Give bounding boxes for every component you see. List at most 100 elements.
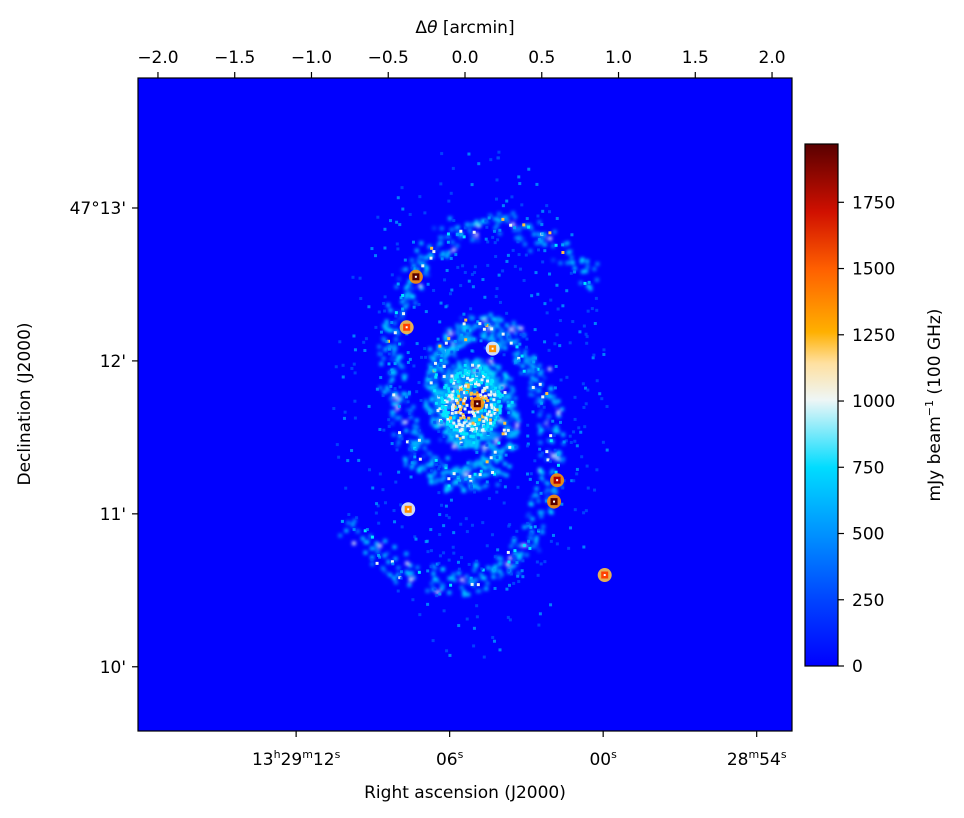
nucleus-pixel [462, 416, 466, 420]
arm-pixel [515, 423, 520, 428]
top-axis: −2.0 −1.5 −1.0 −0.5 0.0 0.5 1.0 1.5 2.0 [137, 48, 786, 78]
arm-pixel [368, 534, 373, 539]
nucleus-pixel [453, 376, 457, 380]
disk-pixel [543, 340, 547, 344]
arm-pixel [451, 340, 456, 345]
disk-pixel [445, 345, 449, 349]
arm-pixel [377, 543, 382, 548]
disk-pixel [485, 443, 489, 447]
nucleus-pixel [458, 386, 462, 390]
arm-pixel [486, 565, 491, 570]
nucleus-pixel [470, 381, 474, 385]
disk-pixel [572, 430, 576, 434]
nucleus-pixel [498, 407, 502, 411]
arm-pixel [527, 544, 532, 549]
disk-pixel [412, 305, 416, 309]
nucleus-pixel [466, 376, 470, 380]
top-tick-label: 2.0 [759, 48, 786, 68]
disk-pixel [486, 263, 490, 267]
disk-pixel [512, 536, 516, 540]
arm-pixel [492, 456, 497, 461]
y-tick-label: 47°13' [70, 199, 126, 219]
arm-pixel [525, 360, 530, 365]
nucleus-pixel [466, 385, 470, 389]
arm-pixel [355, 529, 360, 534]
arm-pixel [507, 566, 512, 571]
arm-pixel [429, 421, 434, 426]
disk-pixel [470, 272, 474, 276]
nucleus-pixel [451, 408, 455, 412]
arm-pixel [446, 439, 451, 444]
nucleus-pixel [441, 412, 445, 416]
nucleus-pixel [475, 377, 479, 381]
arm-pixel [516, 348, 521, 353]
arm-clump [506, 400, 510, 404]
disk-pixel [365, 528, 369, 532]
arm-pixel [444, 487, 449, 492]
disk-pixel [450, 475, 454, 479]
arm-clump [462, 432, 466, 436]
arm-pixel [528, 501, 533, 506]
arm-pixel [520, 237, 525, 242]
arm-pixel [496, 469, 501, 474]
arm-pixel [385, 385, 390, 390]
disk-pixel [536, 292, 540, 296]
disk-pixel [557, 453, 561, 457]
disk-pixel [542, 405, 546, 409]
arm-pixel [425, 375, 430, 380]
arm-pixel [556, 450, 561, 455]
disk-pixel [573, 508, 577, 512]
arm-pixel [428, 354, 433, 359]
arm-pixel [403, 267, 408, 272]
arm-pixel [529, 226, 534, 231]
disk-pixel [342, 416, 346, 420]
arm-pixel [534, 400, 539, 405]
disk-pixel [484, 219, 488, 223]
nucleus-pixel [458, 404, 462, 408]
arm-clump [539, 401, 543, 405]
arm-clump [469, 479, 473, 483]
arm-pixel [540, 530, 545, 535]
disk-pixel [508, 583, 512, 587]
arm-pixel [459, 483, 464, 488]
disk-pixel [423, 355, 427, 359]
nucleus-pixel [467, 369, 471, 373]
arm-pixel [365, 540, 370, 545]
arm-pixel [505, 330, 510, 335]
disk-pixel [464, 410, 468, 414]
disk-pixel [522, 334, 526, 338]
arm-clump [469, 428, 473, 432]
arm-pixel [363, 550, 368, 555]
arm-pixel [433, 390, 438, 395]
disk-pixel [347, 513, 351, 517]
arm-clump [453, 396, 457, 400]
arm-pixel [446, 347, 451, 352]
arm-pixel [552, 457, 557, 462]
arm-pixel [478, 428, 483, 433]
arm-clump [548, 231, 552, 235]
disk-pixel [605, 448, 609, 452]
arm-pixel [500, 449, 505, 454]
disk-pixel [535, 560, 539, 564]
arm-pixel [396, 354, 401, 359]
disk-pixel [472, 337, 476, 341]
disk-pixel [486, 432, 490, 436]
nucleus-pixel [440, 404, 444, 408]
disk-pixel [433, 587, 437, 591]
disk-pixel [375, 502, 379, 506]
arm-pixel [473, 563, 478, 568]
arm-pixel [483, 466, 488, 471]
disk-pixel [505, 259, 509, 263]
arm-clump [513, 549, 517, 553]
disk-pixel [583, 425, 587, 429]
arm-pixel [550, 453, 555, 458]
arm-pixel [489, 315, 494, 320]
disk-pixel [452, 551, 456, 555]
top-tick-label: −1.0 [291, 48, 332, 68]
arm-clump [370, 535, 374, 539]
clumpy-emission [332, 150, 612, 659]
arm-pixel [390, 377, 395, 382]
disk-pixel [371, 486, 375, 490]
arm-pixel [473, 461, 478, 466]
